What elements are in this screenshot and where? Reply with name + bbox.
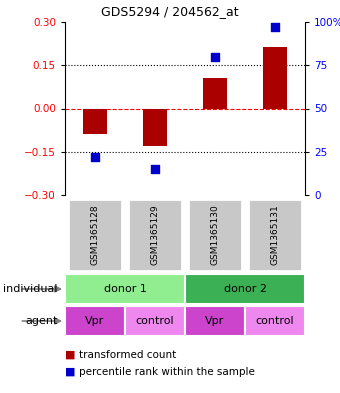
- Text: donor 1: donor 1: [104, 284, 147, 294]
- Point: [152, 166, 158, 172]
- Text: GSM1365131: GSM1365131: [271, 204, 279, 265]
- Text: GSM1365129: GSM1365129: [151, 204, 159, 265]
- Bar: [188, 198, 242, 270]
- Text: transformed count: transformed count: [79, 350, 176, 360]
- Bar: [125, 306, 185, 336]
- Text: GSM1365128: GSM1365128: [90, 204, 100, 265]
- Text: individual: individual: [3, 284, 58, 294]
- Text: ■: ■: [65, 367, 75, 377]
- Point: [212, 53, 218, 60]
- Bar: [83, 108, 107, 134]
- Bar: [263, 46, 287, 108]
- Text: donor 2: donor 2: [223, 284, 267, 294]
- Text: percentile rank within the sample: percentile rank within the sample: [79, 367, 254, 377]
- Bar: [185, 274, 305, 304]
- Text: control: control: [136, 316, 174, 326]
- Text: GDS5294 / 204562_at: GDS5294 / 204562_at: [101, 6, 239, 18]
- Bar: [68, 198, 122, 270]
- Text: Vpr: Vpr: [205, 316, 225, 326]
- Text: agent: agent: [26, 316, 58, 326]
- Bar: [143, 108, 167, 146]
- Bar: [248, 198, 302, 270]
- Bar: [65, 274, 185, 304]
- Point: [272, 24, 278, 30]
- Text: Vpr: Vpr: [85, 316, 105, 326]
- Text: control: control: [256, 316, 294, 326]
- Bar: [203, 78, 227, 108]
- Bar: [245, 306, 305, 336]
- Bar: [128, 198, 182, 270]
- Bar: [65, 306, 125, 336]
- Point: [92, 154, 98, 160]
- Text: GSM1365130: GSM1365130: [210, 204, 220, 265]
- Bar: [185, 306, 245, 336]
- Text: ■: ■: [65, 350, 75, 360]
